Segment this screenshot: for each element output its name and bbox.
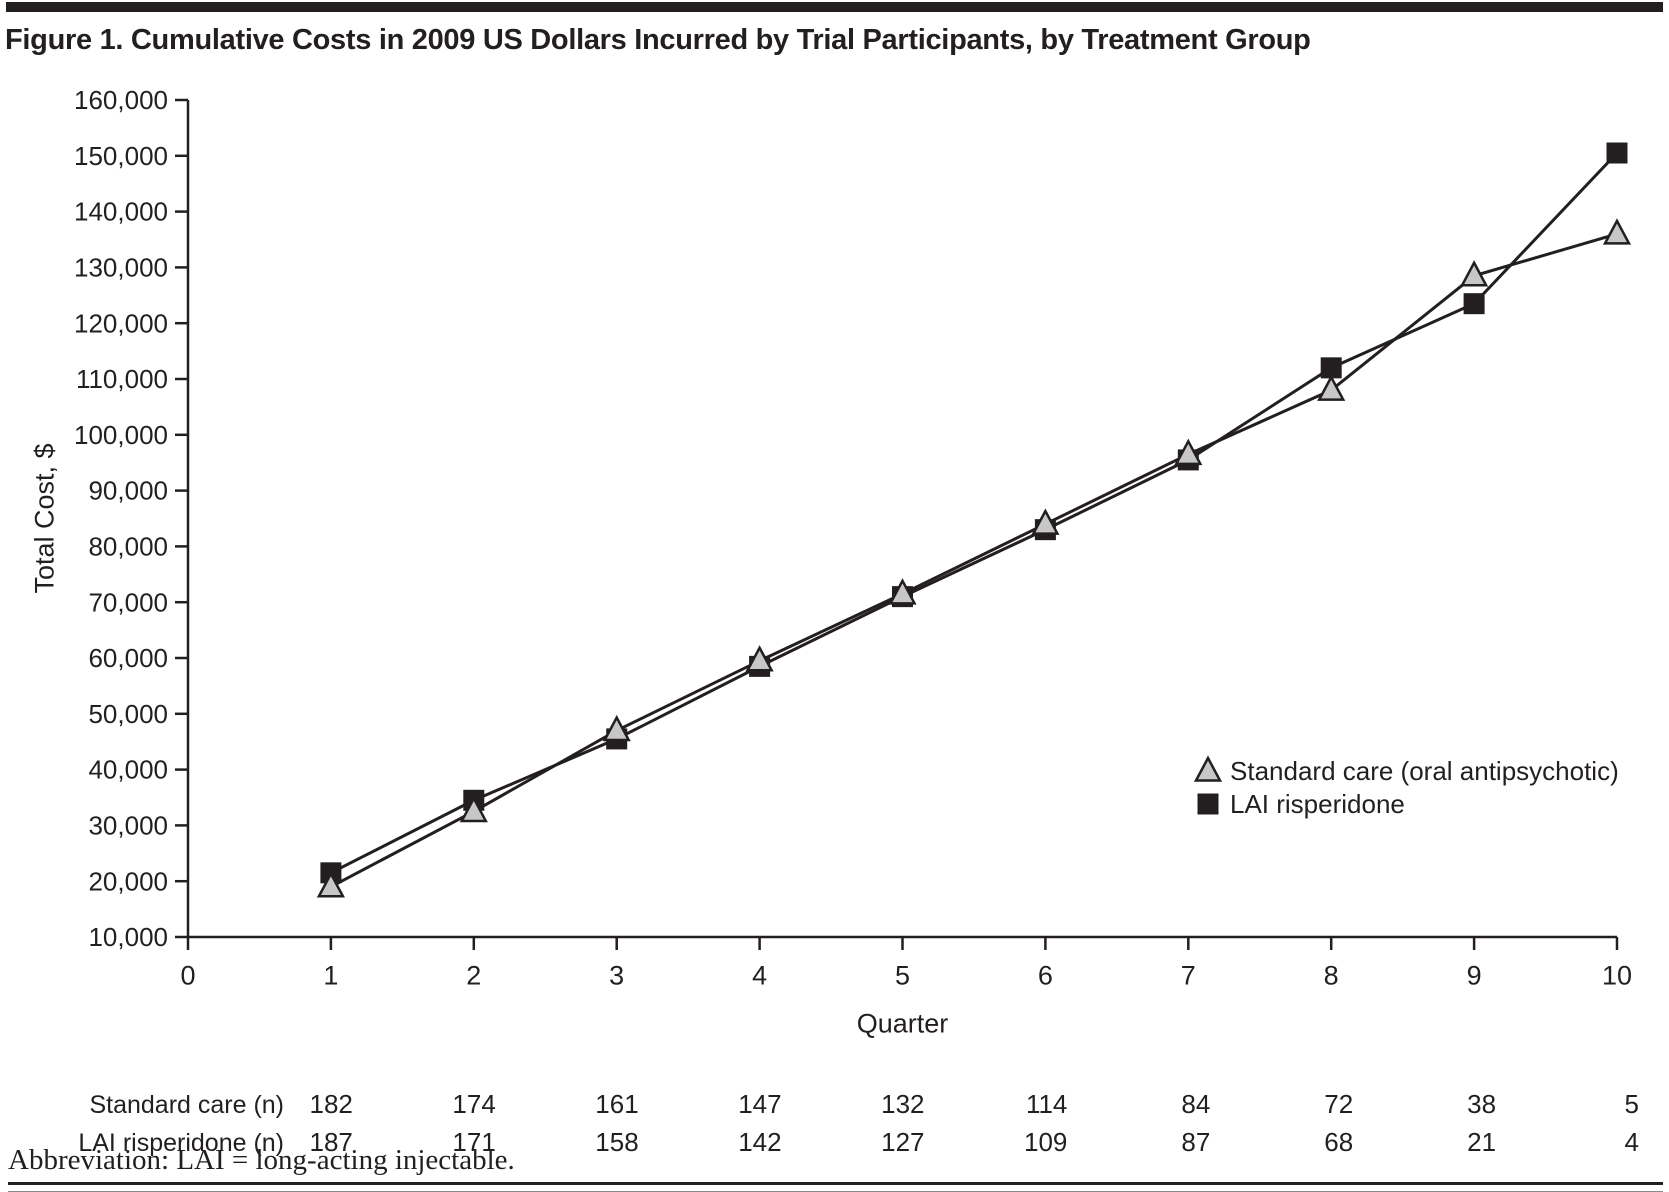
x-tick-label: 3: [609, 960, 624, 990]
y-tick-label: 130,000: [74, 253, 168, 283]
risk-value: 72: [1324, 1089, 1353, 1119]
risk-value: 132: [881, 1089, 924, 1119]
risk-row-label: LAI risperidone (n): [78, 1129, 284, 1157]
y-axis-title: Total Cost, $: [29, 443, 59, 593]
abbreviation-note: Abbreviation: LAI = long-acting injectab…: [8, 1144, 515, 1176]
x-tick-label: 2: [466, 960, 481, 990]
risk-value: 187: [310, 1127, 353, 1157]
legend-label: LAI risperidone: [1230, 789, 1405, 819]
risk-value: 114: [1026, 1089, 1067, 1119]
y-tick-label: 60,000: [88, 643, 168, 673]
y-tick-label: 160,000: [74, 85, 168, 115]
risk-value: 182: [310, 1089, 353, 1119]
data-point-triangle: [459, 795, 488, 823]
x-axis-title: Quarter: [857, 1008, 949, 1038]
risk-value: 109: [1024, 1127, 1067, 1157]
y-tick-label: 110,000: [76, 364, 168, 394]
y-tick-label: 90,000: [88, 476, 168, 506]
y-tick-label: 40,000: [88, 755, 168, 785]
data-point-square: [1463, 293, 1485, 315]
risk-value: 174: [452, 1089, 495, 1119]
y-tick-label: 50,000: [88, 699, 168, 729]
y-tick-label: 20,000: [88, 866, 168, 896]
x-tick-label: 0: [180, 960, 195, 990]
risk-value: 87: [1181, 1127, 1210, 1157]
risk-row-label: Standard care (n): [89, 1091, 284, 1119]
y-tick-label: 30,000: [88, 811, 168, 841]
y-tick-label: 100,000: [74, 420, 168, 450]
risk-value: 161: [595, 1089, 638, 1119]
risk-value: 5: [1625, 1089, 1639, 1119]
risk-value: 127: [881, 1127, 924, 1157]
figure-title: Figure 1. Cumulative Costs in 2009 US Do…: [5, 24, 1311, 56]
data-point-triangle: [1031, 508, 1060, 535]
x-tick-label: 6: [1038, 960, 1053, 990]
legend-square-icon: [1197, 793, 1219, 815]
data-point-triangle: [1460, 260, 1489, 287]
x-tick-label: 5: [895, 960, 910, 990]
y-tick-label: 140,000: [74, 197, 168, 227]
risk-value: 158: [595, 1127, 638, 1157]
risk-value: 68: [1324, 1127, 1353, 1157]
top-rule-bar: [6, 2, 1663, 12]
legend-label: Standard care (oral antipsychotic): [1230, 756, 1619, 786]
data-point-square: [1606, 142, 1628, 164]
y-tick-label: 10,000: [88, 922, 168, 952]
risk-value: 147: [738, 1089, 781, 1119]
risk-value: 171: [452, 1127, 495, 1157]
bottom-rule-bar: [8, 1182, 1663, 1192]
data-point-square: [1320, 357, 1342, 379]
y-tick-label: 120,000: [74, 308, 168, 338]
risk-value: 21: [1467, 1127, 1496, 1157]
series-line-triangle: [330, 232, 1618, 889]
data-point-triangle: [1602, 218, 1632, 245]
x-tick-label: 10: [1602, 960, 1632, 990]
data-point-triangle: [888, 578, 917, 605]
risk-value: 84: [1181, 1089, 1210, 1119]
x-tick-label: 8: [1324, 960, 1339, 990]
risk-value: 142: [738, 1127, 781, 1157]
risk-value: 38: [1467, 1089, 1496, 1119]
data-point-triangle: [602, 714, 631, 742]
x-tick-label: 1: [323, 960, 338, 990]
risk-value: 4: [1625, 1127, 1639, 1157]
y-tick-label: 70,000: [88, 587, 168, 617]
x-tick-label: 9: [1467, 960, 1482, 990]
x-tick-label: 7: [1181, 960, 1196, 990]
data-point-triangle: [1174, 438, 1203, 466]
legend-triangle-icon: [1193, 755, 1223, 782]
y-tick-label: 80,000: [88, 532, 168, 562]
data-point-triangle: [316, 871, 345, 898]
y-tick-label: 150,000: [74, 141, 168, 171]
data-point-triangle: [1317, 374, 1346, 401]
x-tick-label: 4: [752, 960, 767, 990]
data-point-triangle: [745, 645, 774, 672]
